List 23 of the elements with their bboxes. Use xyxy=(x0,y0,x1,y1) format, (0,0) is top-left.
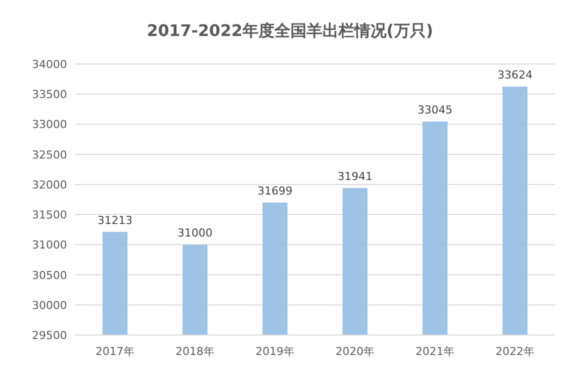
data-label: 31000 xyxy=(178,226,212,240)
y-tick-label: 30500 xyxy=(32,268,67,282)
data-label: 33624 xyxy=(498,68,532,82)
y-tick-label: 33000 xyxy=(32,118,67,132)
data-label: 31699 xyxy=(258,184,292,198)
x-tick-label: 2021年 xyxy=(416,345,454,358)
data-label: 31213 xyxy=(98,214,132,227)
x-tick-label: 2020年 xyxy=(336,345,374,358)
data-label: 33045 xyxy=(418,104,452,117)
chart-title: 2017-2022年度全国羊出栏情况(万只) xyxy=(146,21,434,40)
y-tick-label: 32000 xyxy=(32,178,67,192)
x-tick-label: 2017年 xyxy=(96,345,134,358)
y-tick-label: 31500 xyxy=(32,208,67,222)
x-tick-label: 2022年 xyxy=(496,345,534,358)
data-label: 31941 xyxy=(338,170,372,183)
x-tick-label: 2019年 xyxy=(256,345,294,358)
y-tick-label: 34000 xyxy=(32,58,67,71)
y-tick-label: 33500 xyxy=(32,88,67,102)
x-tick-label: 2018年 xyxy=(176,345,214,358)
y-tick-label: 32500 xyxy=(32,148,67,162)
y-tick-label: 31000 xyxy=(32,238,67,252)
y-tick-label: 29500 xyxy=(32,329,67,342)
y-tick-label: 30000 xyxy=(32,298,67,312)
